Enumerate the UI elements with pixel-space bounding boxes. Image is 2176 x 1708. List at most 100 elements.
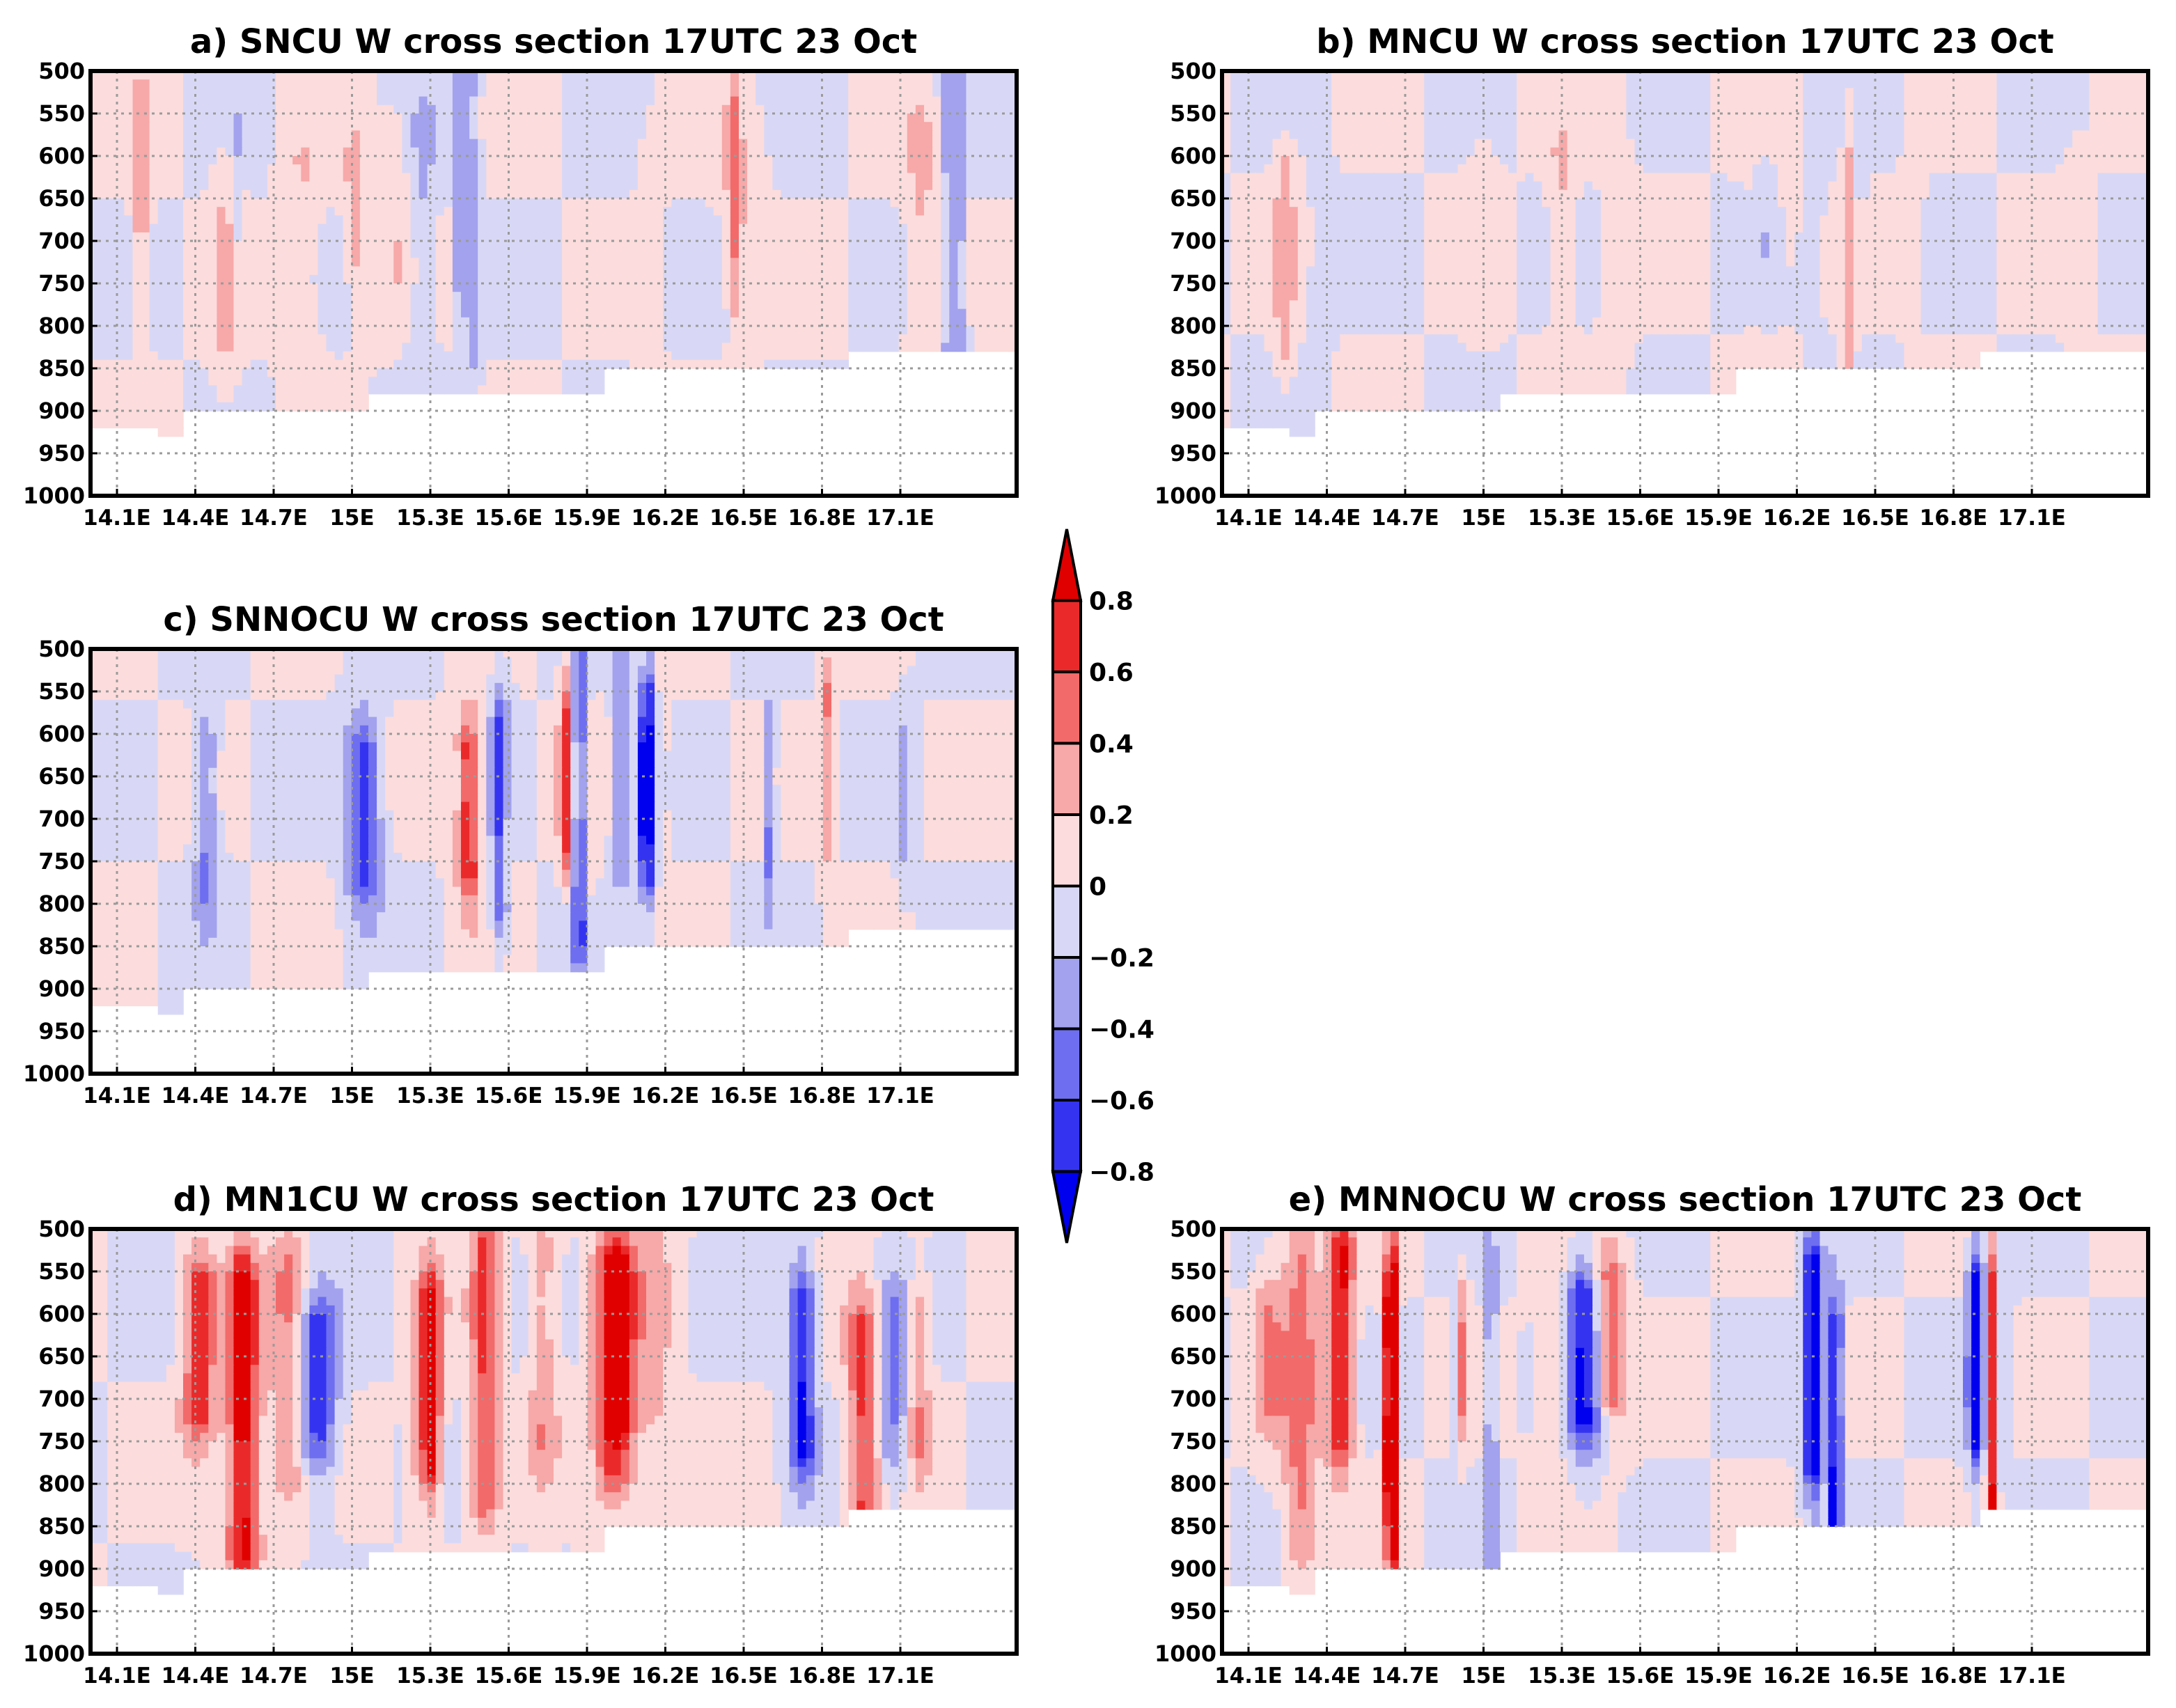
w-cell bbox=[806, 215, 815, 225]
w-cell bbox=[1474, 130, 1484, 140]
w-cell bbox=[831, 283, 840, 292]
w-cell bbox=[1281, 88, 1290, 97]
w-cell bbox=[149, 139, 159, 148]
w-cell bbox=[242, 343, 251, 352]
w-cell bbox=[932, 147, 941, 157]
w-cell bbox=[359, 164, 369, 174]
w-cell bbox=[200, 147, 210, 157]
w-cell bbox=[882, 224, 891, 233]
w-cell bbox=[680, 164, 689, 174]
w-cell bbox=[461, 232, 470, 242]
w-cell bbox=[554, 88, 563, 97]
w-cell bbox=[141, 368, 150, 377]
w-cell bbox=[941, 241, 950, 250]
w-cell bbox=[671, 79, 681, 89]
w-cell bbox=[865, 88, 875, 97]
w-cell bbox=[1500, 130, 1509, 140]
w-cell bbox=[368, 300, 377, 310]
w-cell bbox=[418, 130, 428, 140]
w-cell bbox=[587, 300, 597, 310]
w-cell bbox=[890, 147, 900, 157]
w-cell bbox=[1828, 122, 1838, 132]
w-cell bbox=[966, 181, 976, 191]
w-cell bbox=[166, 393, 175, 403]
w-cell bbox=[637, 113, 647, 123]
w-cell bbox=[840, 181, 849, 191]
w-cell bbox=[461, 258, 470, 267]
w-cell bbox=[250, 164, 260, 174]
w-cell bbox=[478, 283, 487, 292]
w-cell bbox=[764, 207, 774, 217]
w-cell bbox=[1239, 96, 1249, 106]
w-cell bbox=[242, 292, 251, 301]
w-cell bbox=[301, 385, 311, 395]
w-cell bbox=[865, 215, 875, 225]
w-cell bbox=[200, 266, 210, 276]
w-cell bbox=[680, 241, 689, 250]
w-cell bbox=[242, 215, 251, 225]
w-cell bbox=[781, 351, 790, 361]
w-cell bbox=[368, 308, 377, 318]
w-cell bbox=[536, 130, 546, 140]
w-cell bbox=[595, 343, 605, 352]
w-cell bbox=[2097, 79, 2107, 89]
w-cell bbox=[124, 249, 134, 259]
w-cell bbox=[890, 258, 900, 267]
w-cell bbox=[377, 385, 386, 395]
w-cell bbox=[873, 164, 883, 174]
w-cell bbox=[435, 292, 445, 301]
w-cell bbox=[452, 300, 462, 310]
w-cell bbox=[124, 419, 134, 429]
w-cell bbox=[907, 266, 916, 276]
w-cell bbox=[1819, 113, 1829, 123]
w-cell bbox=[183, 258, 192, 267]
w-cell bbox=[696, 130, 706, 140]
w-cell bbox=[1272, 79, 1282, 89]
w-cell bbox=[418, 122, 428, 132]
w-cell bbox=[326, 241, 336, 250]
w-cell bbox=[721, 96, 731, 106]
w-cell bbox=[1819, 122, 1829, 132]
w-cell bbox=[157, 274, 167, 284]
w-cell bbox=[326, 385, 336, 395]
w-cell bbox=[604, 79, 613, 89]
w-cell bbox=[427, 139, 437, 148]
w-cell bbox=[705, 351, 714, 361]
w-cell bbox=[157, 283, 167, 292]
w-cell bbox=[503, 104, 512, 114]
w-cell bbox=[410, 79, 420, 89]
w-cell bbox=[890, 224, 900, 233]
w-cell bbox=[225, 266, 235, 276]
w-cell bbox=[242, 300, 251, 310]
w-cell bbox=[418, 164, 428, 174]
w-cell bbox=[149, 241, 159, 250]
w-cell bbox=[595, 147, 605, 157]
w-cell bbox=[595, 139, 605, 148]
w-cell bbox=[646, 122, 655, 132]
w-cell bbox=[326, 368, 336, 377]
w-cell bbox=[831, 258, 840, 267]
w-cell bbox=[217, 96, 226, 106]
w-cell bbox=[629, 79, 639, 89]
w-cell bbox=[1811, 79, 1821, 89]
w-cell bbox=[612, 198, 622, 207]
w-cell bbox=[494, 147, 504, 157]
w-cell bbox=[461, 164, 470, 174]
w-cell bbox=[721, 147, 731, 157]
w-cell bbox=[2005, 79, 2014, 89]
w-cell bbox=[132, 189, 142, 199]
w-cell bbox=[503, 122, 512, 132]
w-cell bbox=[461, 156, 470, 165]
w-cell bbox=[166, 224, 175, 233]
w-cell bbox=[359, 377, 369, 386]
w-cell bbox=[1550, 130, 1560, 140]
w-cell bbox=[318, 266, 327, 276]
w-cell bbox=[1390, 122, 1400, 132]
w-cell bbox=[519, 207, 529, 217]
w-cell bbox=[1879, 88, 1888, 97]
w-cell bbox=[637, 164, 647, 174]
w-cell bbox=[242, 351, 251, 361]
w-cell bbox=[225, 139, 235, 148]
w-cell bbox=[284, 189, 293, 199]
w-cell bbox=[915, 181, 925, 191]
